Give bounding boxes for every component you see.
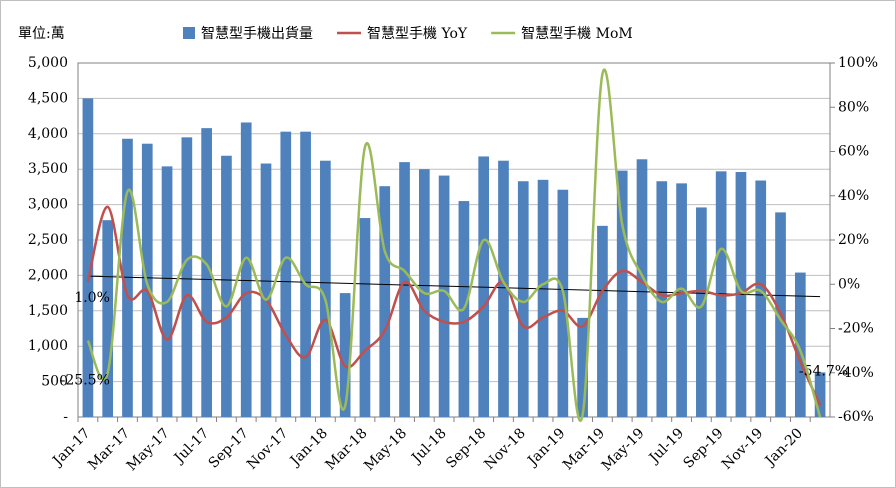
data-label: 1.0%: [74, 290, 110, 306]
trend-line: [87, 275, 821, 298]
y-tick-label: 3,000: [28, 197, 68, 213]
legend-swatch: [183, 27, 195, 39]
bar: [794, 272, 806, 417]
bar: [676, 183, 687, 417]
bar: [339, 293, 351, 417]
bar: [438, 175, 450, 417]
line: [86, 205, 822, 406]
bar: [181, 137, 193, 417]
bar: [577, 317, 588, 417]
bar: [300, 131, 311, 417]
bar: [636, 159, 648, 417]
bar: [280, 131, 292, 417]
bar: [221, 155, 232, 418]
y2-tick-label: 60%: [838, 144, 869, 160]
unit-label: 單位:萬: [18, 26, 65, 42]
y2-tick-label: -60%: [838, 409, 874, 425]
bar: [656, 181, 668, 417]
y2-tick-label: 100%: [838, 55, 878, 71]
bar: [359, 218, 371, 417]
bar: [696, 207, 707, 417]
bar: [498, 160, 509, 418]
y2-tick-label: 0%: [838, 276, 860, 292]
bar: [122, 138, 133, 418]
y-tick-label: 5,000: [28, 55, 68, 71]
bar: [320, 160, 331, 418]
bar: [82, 98, 94, 418]
bar: [102, 220, 114, 417]
legend-label: 智慧型手機出貨量: [201, 25, 313, 42]
bar: [201, 128, 212, 418]
bar: [161, 166, 173, 417]
y2-tick-label: -20%: [838, 321, 874, 337]
line: [86, 68, 822, 422]
legend-label: 智慧型手機 YoY: [367, 26, 468, 42]
data-label: -25.5%: [61, 373, 110, 389]
bar: [240, 122, 252, 418]
bar: [379, 186, 391, 417]
y-tick-label: 4,000: [28, 126, 68, 142]
y-tick-label: 500: [41, 374, 68, 390]
data-label: -54.7%: [799, 363, 848, 379]
y2-tick-label: 40%: [838, 188, 869, 204]
y-tick-label: -: [63, 409, 68, 425]
bar: [557, 189, 569, 417]
bar: [260, 163, 272, 417]
bar: [597, 225, 608, 417]
y-tick-label: 3,500: [28, 161, 68, 177]
bar: [755, 180, 767, 417]
bar: [517, 181, 529, 417]
y2-tick-label: -40%: [838, 365, 874, 381]
y-tick-label: 1,500: [28, 303, 68, 319]
bar: [616, 170, 628, 417]
y-tick-label: 4,500: [28, 90, 68, 106]
bar: [399, 162, 410, 417]
y-tick-label: 1,000: [28, 338, 68, 354]
y2-tick-label: 80%: [838, 99, 869, 115]
y2-tick-label: 20%: [838, 232, 869, 248]
y-tick-label: 2,000: [28, 267, 68, 283]
bar: [814, 372, 826, 417]
bar: [537, 179, 549, 417]
legend-label: 智慧型手機 MoM: [521, 26, 633, 42]
y-tick-label: 2,500: [28, 232, 68, 248]
